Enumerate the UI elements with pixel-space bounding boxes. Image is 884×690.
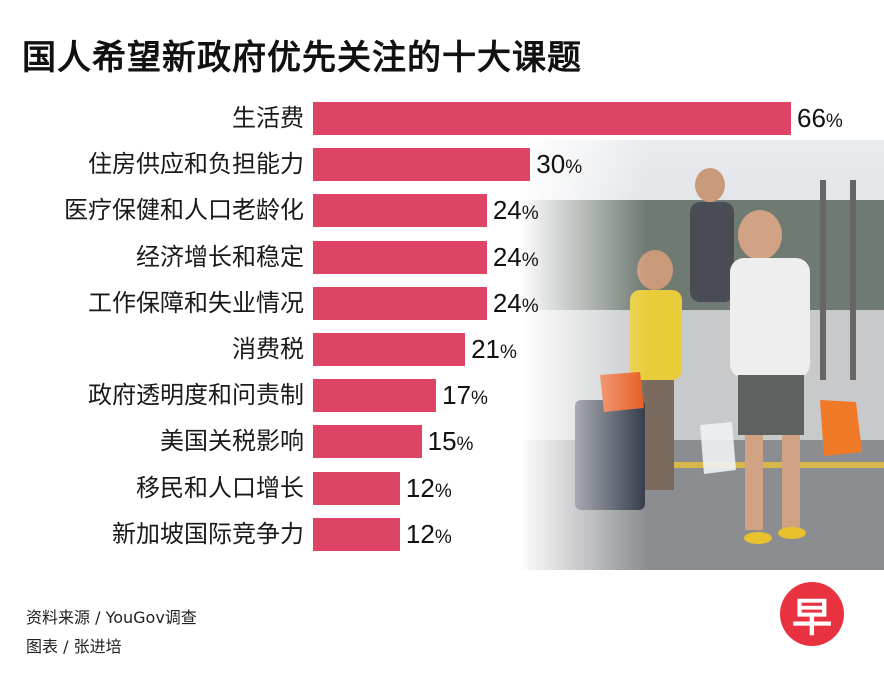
value-label: 12%: [406, 471, 452, 509]
logo-char: 早: [792, 595, 832, 641]
value-number: 24: [492, 287, 522, 318]
category-label: 美国关税影响: [160, 427, 304, 456]
value-unit: %: [434, 526, 452, 548]
category-label: 新加坡国际竞争力: [112, 519, 304, 548]
value-label: 12%: [406, 517, 452, 555]
value-number: 24: [492, 195, 522, 226]
bar: [313, 240, 487, 274]
value-number: 17: [442, 380, 472, 411]
value-unit: %: [456, 434, 474, 456]
value-unit: %: [500, 342, 517, 363]
value-unit: %: [471, 388, 488, 410]
chart-title: 国人希望新政府优先关注的十大课题: [22, 38, 582, 78]
value-label: 17%: [442, 378, 488, 416]
value-number: 24: [492, 241, 522, 272]
value-number: 21: [471, 334, 500, 364]
credit-note: 图表 / 张进培: [26, 637, 122, 656]
bar: [313, 471, 400, 505]
value-unit: %: [521, 295, 539, 317]
value-label: 24%: [493, 240, 539, 278]
value-label: 24%: [493, 193, 539, 231]
value-unit: %: [434, 480, 452, 502]
bar: [313, 379, 437, 413]
value-number: 66: [797, 103, 826, 133]
value-number: 12: [405, 518, 435, 549]
value-label: 24%: [493, 286, 539, 324]
value-label: 21%: [471, 332, 517, 370]
value-unit: %: [565, 157, 583, 179]
category-label: 经济增长和稳定: [136, 242, 304, 271]
category-label: 消费税: [232, 335, 304, 363]
category-label: 移民和人口增长: [136, 473, 304, 502]
zaobao-logo: 早: [780, 582, 844, 646]
bar: [313, 286, 487, 320]
category-label: 工作保障和失业情况: [88, 288, 304, 317]
bar: [313, 425, 422, 459]
bar: [313, 333, 466, 366]
value-label: 30%: [536, 147, 582, 185]
bar: [313, 102, 791, 135]
value-unit: %: [825, 111, 843, 132]
street-crowd-photo: [520, 140, 884, 570]
value-unit: %: [521, 203, 539, 225]
category-label: 政府透明度和问责制: [88, 381, 304, 410]
category-label: 医疗保健和人口老龄化: [64, 196, 304, 225]
source-note: 资料来源 / YouGov调查: [26, 608, 197, 627]
value-label: 15%: [428, 424, 474, 462]
value-number: 12: [405, 472, 435, 503]
bar: [313, 517, 400, 551]
value-unit: %: [521, 249, 539, 271]
value-number: 30: [536, 149, 566, 180]
category-label: 住房供应和负担能力: [88, 150, 304, 179]
bar: [313, 194, 487, 228]
category-label: 生活费: [232, 104, 304, 132]
value-number: 15: [427, 426, 457, 457]
background-photo: [520, 140, 884, 570]
value-label: 66%: [797, 101, 843, 139]
bar: [313, 148, 531, 182]
